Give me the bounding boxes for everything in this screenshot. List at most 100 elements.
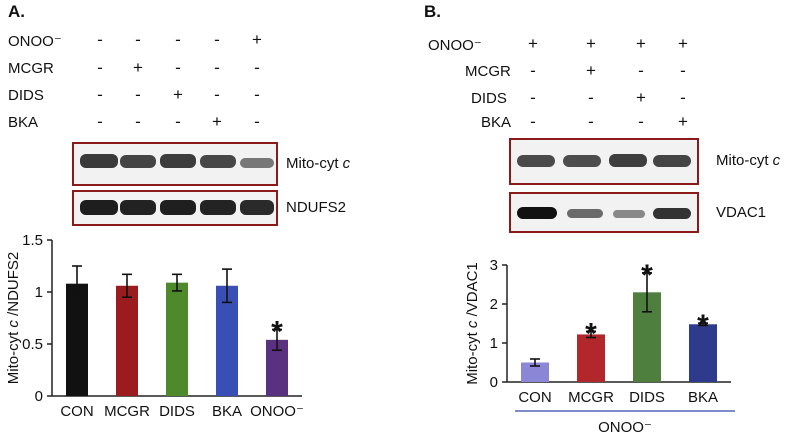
panel-b-sign: - [680,61,686,80]
panel-b-blot-cyt-c [509,138,699,185]
y-tick-label: 0 [35,388,43,405]
blot-band [517,155,555,167]
panel-b-blot-label-vdac1: VDAC1 [716,204,767,221]
significance-marker: * [697,309,709,342]
y-tick-label: 0.5 [22,336,43,353]
x-tick-label: BKA [212,403,242,420]
panel-a-sign: + [252,30,262,49]
panel-a-sign: - [214,30,220,49]
panel-a-sign: - [97,58,103,77]
panel-a-blot-cyt-c [72,142,278,186]
blot-band [160,154,196,168]
panel-a-condition-mcgr: MCGR [8,60,54,77]
blot-band [200,155,236,168]
y-axis-label: Mito-cyt c /NDUFS2 [5,252,22,385]
panel-b-sign: + [678,112,688,131]
bar [521,362,549,382]
panel-a-condition-onoo: ONOO⁻ [8,33,62,50]
bar [266,339,288,396]
blot-band [240,200,274,215]
bar [66,283,88,396]
bar [166,282,188,396]
y-tick-label: 1.5 [22,232,43,249]
panel-b-condition-dids: DIDS [471,90,507,107]
significance-marker: * [271,315,283,348]
panel-b-sign: - [530,61,536,80]
blot-band [80,154,118,168]
panel-a-blot-label-cyt-c: Mito-cyt c [286,155,351,172]
panel-a-sign: - [97,30,103,49]
panel-a-blot-label-ndufs2: NDUFS2 [286,199,347,216]
significance-marker: * [641,259,653,292]
blot-band [613,210,645,218]
panel-a-sign: - [214,58,220,77]
bar [216,285,238,396]
x-tick-label: BKA [688,389,718,406]
blot-band [80,200,118,215]
panel-b-bar-chart: 0 1 2 3 Mito-cyt c /VDAC1 CON * MCGR * DIDS * BKA ON… [464,257,735,436]
panel-b-sign: + [636,88,646,107]
panel-b-blot-vdac1 [509,192,699,233]
blot-band [567,209,603,218]
panel-a-sign: - [254,58,260,77]
panel-b-sign: - [638,112,644,131]
panel-a-sign: - [175,30,181,49]
panel-a-label: A. [8,2,25,21]
panel-a-sign: - [175,112,181,131]
panel-a-sign: - [254,112,260,131]
blot-band [563,155,601,167]
panel-a-sign: - [135,30,141,49]
panel-a-condition-dids: DIDS [8,87,44,104]
panel-b-sign: - [530,88,536,107]
panel-b-label: B. [424,2,441,21]
panel-b-sign: + [528,34,538,53]
bar [577,334,605,382]
bar [689,324,717,382]
blot-band [160,200,196,215]
panel-a-sign: - [135,112,141,131]
panel-a-sign: + [173,85,183,104]
blot-band [120,200,156,215]
blot-band [120,155,156,168]
x-tick-label: MCGR [568,389,614,406]
panel-a-sign: - [97,85,103,104]
y-tick-label: 0 [490,374,498,391]
panel-a-sign: - [97,112,103,131]
panel-a-sign: - [254,85,260,104]
y-tick-label: 2 [490,296,498,313]
x-tick-label: DIDS [629,389,665,406]
y-tick-label: 1 [490,335,498,352]
panel-a-sign: - [175,58,181,77]
x-tick-label: ONOO⁻ [250,403,304,420]
panel-b-sign: - [588,88,594,107]
blot-band [653,155,691,167]
significance-marker: * [585,317,597,350]
panel-a-sign: - [214,85,220,104]
panel-b-condition-bka: BKA [481,114,512,131]
panel-b-condition-mcgr: MCGR [465,63,511,80]
panel-b-sign: - [530,112,536,131]
panel-a-condition-bka: BKA [8,114,39,131]
x-tick-label: MCGR [104,403,150,420]
panel-b-sign: - [588,112,594,131]
x-tick-label: CON [60,403,93,420]
x-tick-label: CON [518,389,551,406]
panel-b-sign: - [638,61,644,80]
panel-b-sign: - [680,88,686,107]
panel-b-condition-onoo: ONOO⁻ [428,37,482,54]
blot-band [517,207,557,219]
blot-band [609,154,647,167]
panel-b-sign: + [678,34,688,53]
bar [116,285,138,396]
y-axis-label: Mito-cyt c /VDAC1 [464,262,481,385]
blot-band [653,208,691,219]
panel-b-sign: + [586,34,596,53]
panel-a-sign: - [135,85,141,104]
panel-a-sign: + [212,112,222,131]
blot-band [240,158,274,168]
blot-band [200,200,236,215]
group-label: ONOO⁻ [598,419,652,436]
x-tick-label: DIDS [159,403,195,420]
panel-a-sign: + [133,58,143,77]
